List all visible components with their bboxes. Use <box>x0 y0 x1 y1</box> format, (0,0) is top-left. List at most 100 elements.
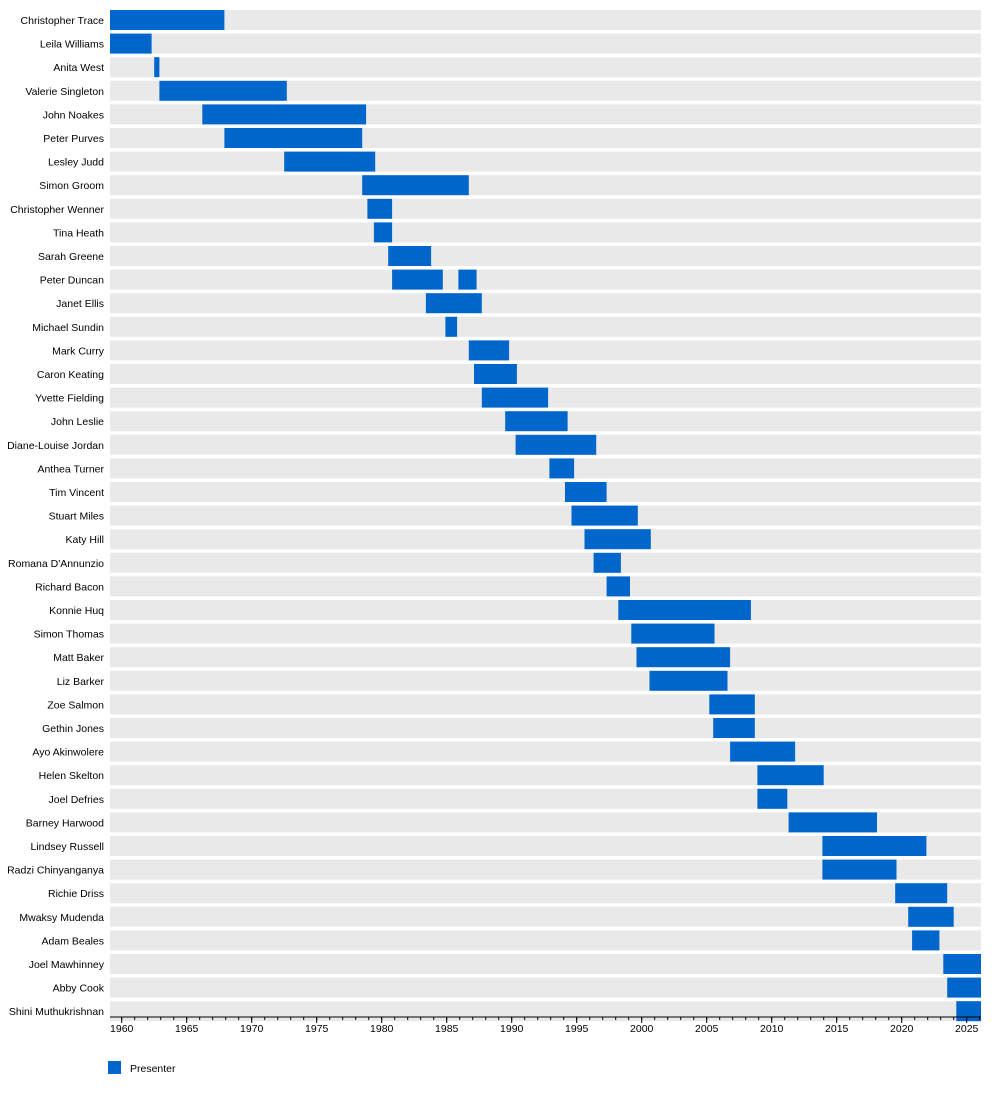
legend-label-presenter: Presenter <box>130 1063 176 1075</box>
row-background <box>110 906 981 927</box>
presenter-bar <box>593 552 621 573</box>
presenter-bar <box>571 505 638 526</box>
presenter-name-label: Katy Hill <box>65 534 104 546</box>
presenter-bars <box>110 10 981 1022</box>
row-background <box>110 364 981 384</box>
row-background <box>110 930 981 951</box>
presenter-name-label: Peter Purves <box>43 133 104 145</box>
presenter-bar <box>649 670 728 691</box>
row-background <box>110 33 981 54</box>
presenter-name-label: Abby Cook <box>53 983 105 995</box>
presenter-name-label: Tina Heath <box>53 227 104 239</box>
presenter-bar <box>515 434 597 455</box>
presenter-bar <box>388 246 432 266</box>
row-background <box>110 246 981 266</box>
row-background <box>110 600 981 620</box>
row-background <box>110 458 981 479</box>
row-background <box>110 529 981 550</box>
presenter-name-label: Sarah Greene <box>38 251 104 263</box>
presenter-bar <box>943 954 981 974</box>
row-background <box>110 812 981 833</box>
row-background <box>110 10 981 30</box>
presenter-name-label: Lindsey Russell <box>30 841 104 853</box>
x-tick-label: 2025 <box>955 1023 979 1035</box>
row-background <box>110 1001 981 1022</box>
presenter-bar <box>474 364 517 384</box>
presenter-bar <box>425 293 482 314</box>
legend: Presenter <box>108 1061 176 1075</box>
presenter-bar <box>606 576 630 597</box>
legend-swatch-presenter <box>108 1061 121 1074</box>
row-background <box>110 647 981 668</box>
presenter-name-label: Romana D'Annunzio <box>8 558 104 570</box>
presenter-bar <box>709 694 755 715</box>
presenter-name-label: Mwaksy Mudenda <box>19 912 104 924</box>
row-background <box>110 859 981 880</box>
presenter-bar <box>956 1001 981 1022</box>
row-background <box>110 552 981 573</box>
row-background <box>110 670 981 691</box>
row-background <box>110 151 981 172</box>
x-tick-label: 1995 <box>565 1023 589 1035</box>
x-tick-label: 1970 <box>240 1023 264 1035</box>
row-background <box>110 57 981 78</box>
presenter-name-label: John Noakes <box>43 109 104 121</box>
presenter-name-label: Janet Ellis <box>56 298 104 310</box>
row-background <box>110 977 981 998</box>
row-background <box>110 836 981 856</box>
presenter-bar <box>757 765 824 786</box>
presenter-name-label: Diane-Louise Jordan <box>7 440 104 452</box>
presenter-name-label: Christopher Trace <box>21 15 105 27</box>
presenter-bar <box>822 859 897 880</box>
presenter-bar <box>468 340 510 361</box>
presenter-name-label: Anita West <box>53 62 104 74</box>
row-background <box>110 222 981 243</box>
presenter-bar <box>565 482 607 502</box>
presenter-name-labels: Christopher Trace Leila Williams Anita Wes… <box>7 15 105 1018</box>
x-tick-label: 2010 <box>760 1023 784 1035</box>
presenter-name-label: Adam Beales <box>42 935 104 947</box>
row-background <box>110 765 981 786</box>
presenter-bar <box>757 788 788 809</box>
row-background <box>110 954 981 974</box>
presenter-name-label: John Leslie <box>51 416 104 428</box>
presenter-name-label: Simon Groom <box>39 180 104 192</box>
presenter-name-label: Zoe Salmon <box>47 699 104 711</box>
presenter-name-label: Michael Sundin <box>32 322 104 334</box>
presenter-bar <box>908 906 954 927</box>
row-background <box>110 694 981 715</box>
x-tick-label: 1980 <box>370 1023 394 1035</box>
presenter-name-label: Christopher Wenner <box>10 204 104 216</box>
row-background <box>110 316 981 337</box>
presenter-name-label: Simon Thomas <box>34 629 104 641</box>
presenter-name-label: Radzi Chinyanganya <box>7 865 104 877</box>
row-background <box>110 576 981 597</box>
presenter-name-label: Tim Vincent <box>49 487 104 499</box>
row-background <box>110 623 981 644</box>
presenter-bar <box>636 647 731 668</box>
x-axis: 1960 1965 1970 1975 1980 1985 1990 1995 2000 2005… <box>110 1016 981 1035</box>
presenter-name-label: Liz Barker <box>57 676 105 688</box>
presenter-name-label: Helen Skelton <box>39 770 105 782</box>
presenter-name-label: Konnie Huq <box>49 605 104 617</box>
presenter-bar <box>788 812 877 833</box>
presenter-bar <box>110 10 225 30</box>
row-background <box>110 788 981 809</box>
row-background <box>110 175 981 196</box>
presenter-name-label: Leila Williams <box>40 39 104 51</box>
presenter-name-label: Richie Driss <box>48 888 104 900</box>
presenter-name-label: Matt Baker <box>53 652 104 664</box>
row-background <box>110 883 981 904</box>
presenter-bar <box>202 104 367 125</box>
presenter-name-label: Joel Defries <box>49 794 104 806</box>
presenter-bar <box>284 151 376 172</box>
presenter-bar <box>549 458 575 479</box>
presenter-bar <box>822 836 927 856</box>
presenter-name-label: Stuart Miles <box>49 511 104 523</box>
x-tick-label: 2000 <box>630 1023 654 1035</box>
presenter-name-label: Shini Muthukrishnan <box>9 1006 104 1018</box>
presenter-bar <box>895 883 948 904</box>
row-background <box>110 482 981 502</box>
presenter-bar <box>373 222 393 243</box>
